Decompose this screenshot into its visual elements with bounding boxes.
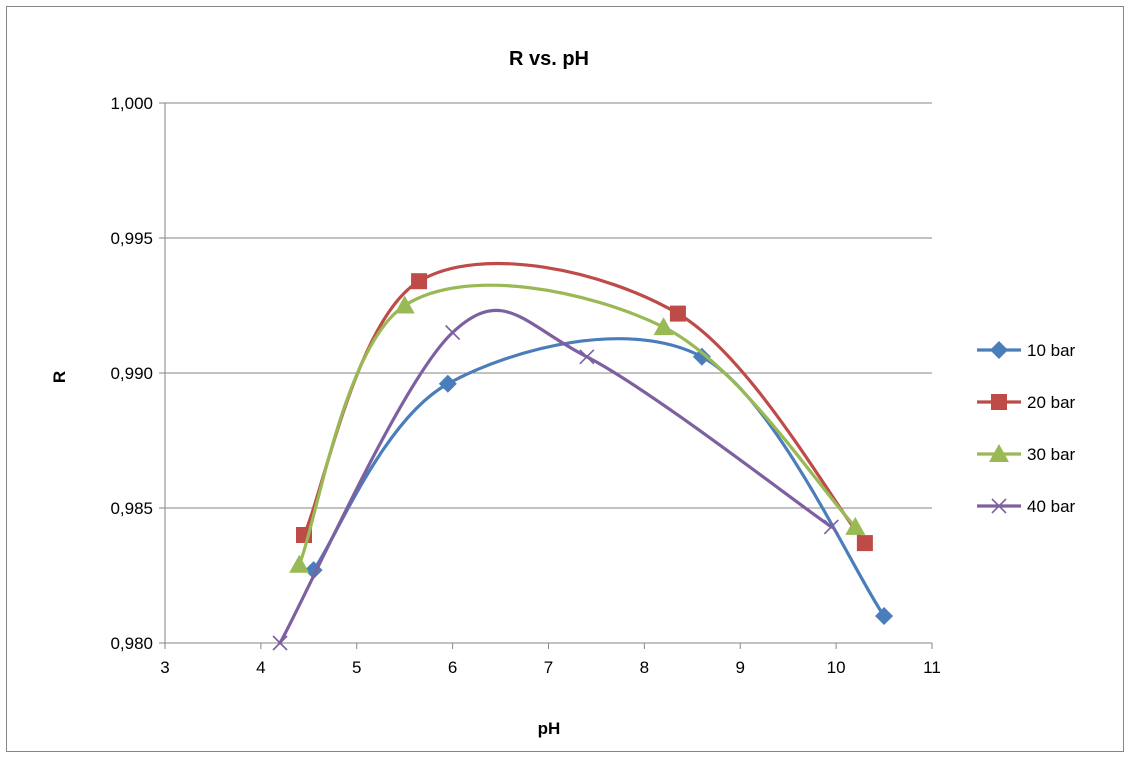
x-tick-label: 4 xyxy=(256,658,265,677)
y-tick-label: 1,000 xyxy=(110,94,153,113)
x-tick-label: 9 xyxy=(736,658,745,677)
y-tick-label: 0,990 xyxy=(110,364,153,383)
data-point-10-bar xyxy=(692,347,711,366)
series-40-bar xyxy=(272,308,839,651)
data-point-20-bar xyxy=(411,273,428,290)
x-marker-stroke xyxy=(991,498,1007,514)
legend-label: 20 bar xyxy=(1027,393,1076,412)
x-marker-stroke xyxy=(823,519,839,535)
x-tick-label: 7 xyxy=(544,658,553,677)
data-point-40-bar xyxy=(445,324,461,341)
data-point-30-bar xyxy=(845,516,866,535)
x-axis-title: pH xyxy=(538,719,561,738)
x-tick-label: 10 xyxy=(827,658,846,677)
x-tick-label: 5 xyxy=(352,658,361,677)
y-tick-label: 0,985 xyxy=(110,499,153,518)
chart-title: R vs. pH xyxy=(509,48,589,70)
data-point-40-bar xyxy=(823,519,839,535)
x-tick-label: 3 xyxy=(160,658,169,677)
legend-item-40-bar: 40 bar xyxy=(977,497,1076,516)
data-point-40-bar xyxy=(272,635,288,651)
legend-marker xyxy=(990,341,1008,359)
data-point-30-bar xyxy=(653,317,674,336)
data-point-30-bar xyxy=(394,295,415,314)
data-point-10-bar xyxy=(438,374,457,393)
series-10-bar xyxy=(304,337,894,625)
legend-item-10-bar: 10 bar xyxy=(977,341,1076,360)
series-30-bar xyxy=(289,283,866,573)
data-point-20-bar xyxy=(669,305,686,322)
legend-label: 30 bar xyxy=(1027,445,1076,464)
data-point-40-bar xyxy=(579,349,595,365)
x-marker-stroke xyxy=(272,635,288,651)
x-marker-stroke xyxy=(445,324,461,341)
legend-label: 40 bar xyxy=(1027,497,1076,516)
chart-area: R vs. pH pH R 0,980 0,985 0,990 0,995 1,000 3… xyxy=(6,6,1124,752)
data-point-20-bar xyxy=(856,535,873,552)
series-line-10-bar xyxy=(312,337,886,618)
chart-svg: R vs. pH pH R 0,980 0,985 0,990 0,995 1,000 3… xyxy=(50,48,1076,738)
x-tick-label: 8 xyxy=(640,658,649,677)
legend-marker xyxy=(989,444,1009,462)
x-tick-label: 11 xyxy=(923,658,941,677)
data-point-10-bar xyxy=(875,607,894,625)
y-axis-title: R xyxy=(50,371,69,383)
legend-marker xyxy=(991,394,1007,410)
legend-label: 10 bar xyxy=(1027,341,1076,360)
legend-marker xyxy=(991,498,1007,514)
x-marker-stroke xyxy=(579,349,595,365)
legend-item-20-bar: 20 bar xyxy=(977,393,1076,412)
x-tick-label: 6 xyxy=(448,658,457,677)
legend-item-30-bar: 30 bar xyxy=(977,444,1076,464)
series-line-30-bar xyxy=(297,283,857,567)
series-line-20-bar xyxy=(302,261,867,545)
y-tick-label: 0,995 xyxy=(110,229,153,248)
y-tick-label: 0,980 xyxy=(110,634,153,653)
series-line-40-bar xyxy=(278,308,833,645)
data-point-30-bar xyxy=(289,554,310,573)
